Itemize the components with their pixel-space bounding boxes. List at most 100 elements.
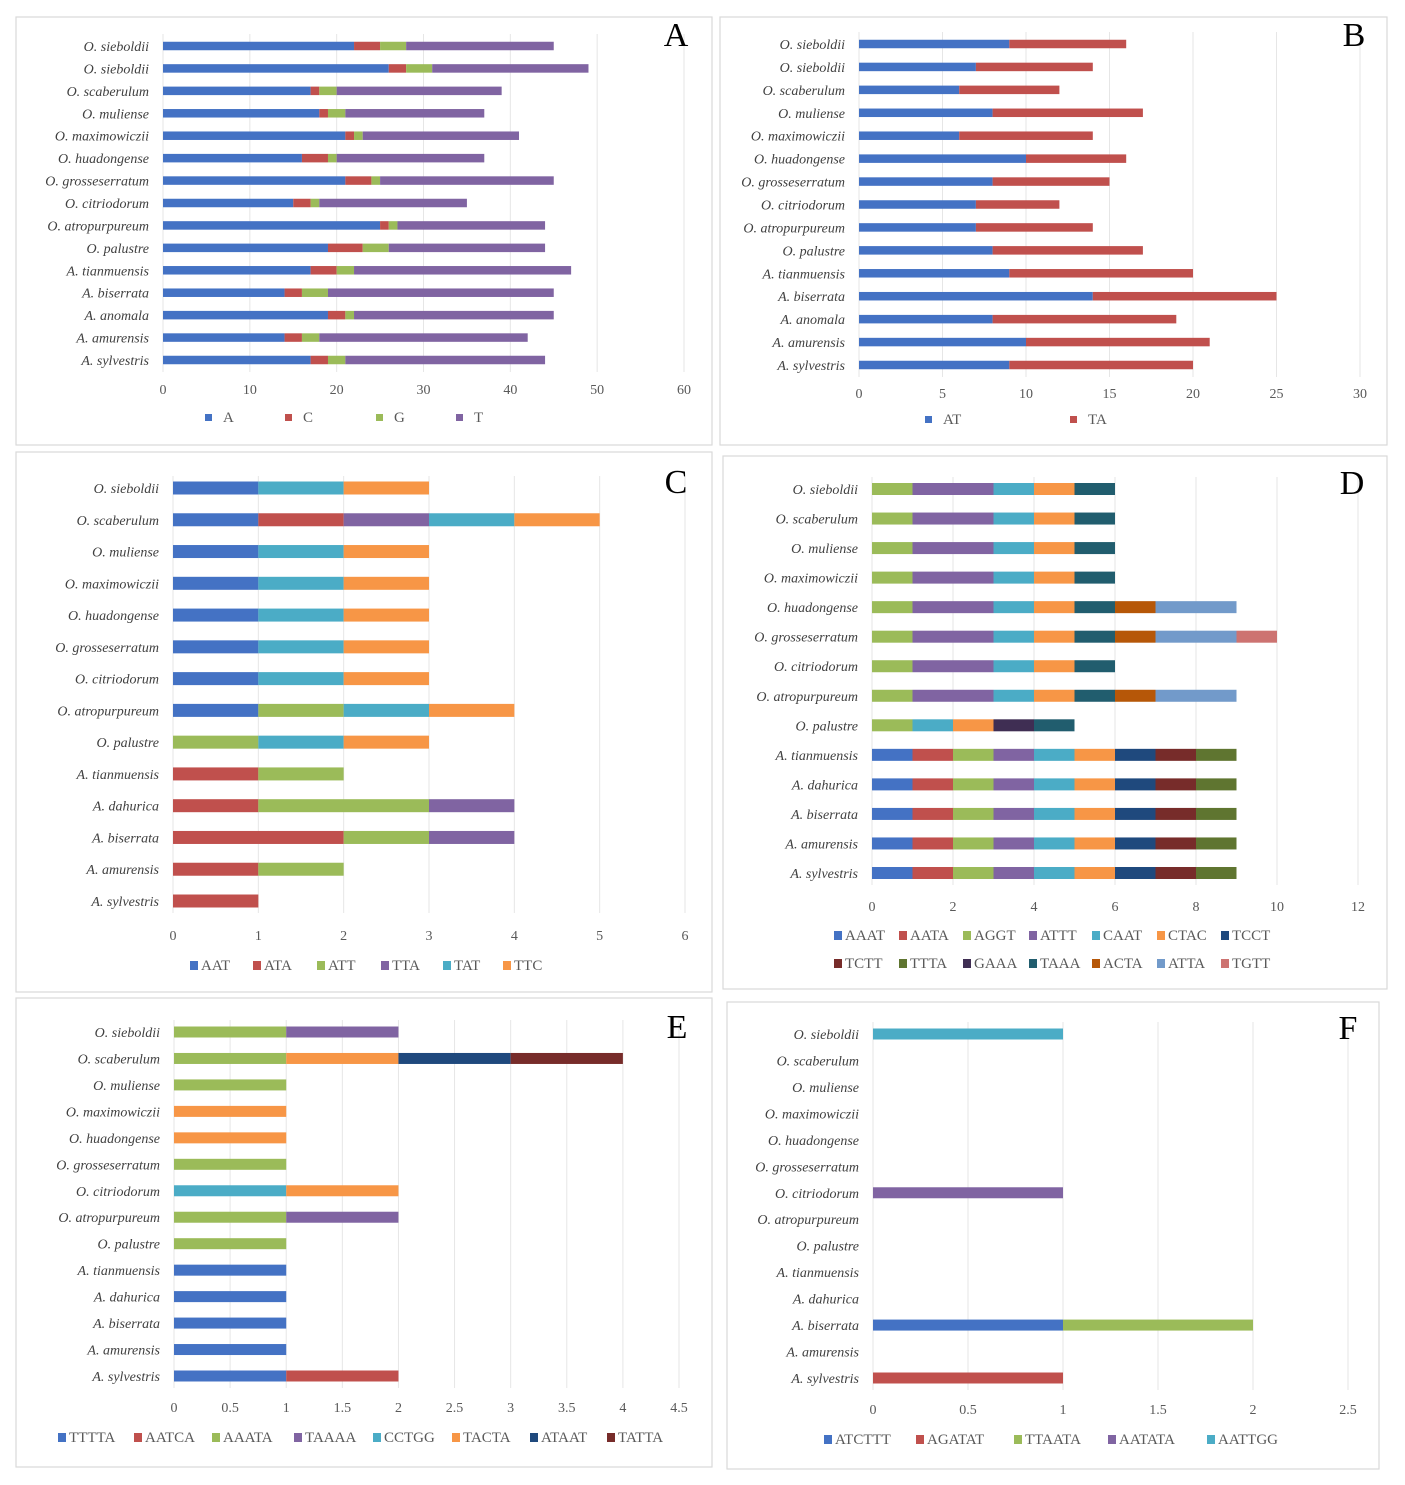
panel-b-category-label: O. maximowiczii [751, 130, 845, 145]
panel-d-bar-attt [912, 483, 994, 495]
panel-d-bar-caat [993, 542, 1034, 555]
panel-d-bar-aaat [872, 867, 913, 879]
panel-d-bar-taaa [1074, 571, 1115, 584]
panel-c-bar-tat [258, 672, 344, 686]
panel-e-legend-swatch-tttta [58, 1433, 66, 1442]
panel-d-bar-caat [912, 719, 953, 732]
panel-d-bar-taaa [1074, 483, 1115, 495]
panel-d-bar-tctt [1155, 748, 1196, 761]
panel-c-bar-tat [258, 608, 344, 622]
panel-e-bar-aaata [174, 1079, 287, 1091]
panel-d-bar-caat [993, 512, 1034, 525]
panel-c-bar-ata [173, 799, 259, 813]
panel-d-bar-atta [1155, 689, 1237, 702]
panel-e-bar-cctgg [174, 1185, 287, 1197]
panel-d-bar-taaa [1074, 689, 1115, 702]
panel-d-bar-ctac [1034, 542, 1075, 555]
panel-e-category-label: O. huadongense [69, 1132, 160, 1147]
panel-d-bar-aata [912, 867, 953, 879]
panel-d-bar-ttta [1196, 867, 1237, 879]
panel-c-bar-aat [173, 576, 259, 590]
panel-a-category-label: A. tianmuensis [66, 264, 150, 279]
panel-e-bar-taaaa [286, 1026, 399, 1038]
panel-d-x-tick-label: 10 [1270, 900, 1284, 915]
panel-d-letter: D [1340, 465, 1365, 502]
panel-f-category-label: O. grosseserratum [755, 1160, 859, 1175]
panel-a-bar-t [327, 288, 554, 297]
panel-f-category-label: O. scaberulum [777, 1054, 859, 1069]
panel-b-x-tick-label: 20 [1186, 387, 1200, 402]
panel-c-category-label: O. atropurpureum [57, 704, 159, 719]
panel-f-category-label: O. muliense [792, 1081, 859, 1096]
panel-e-bar-tacta [286, 1185, 399, 1197]
panel-b-bar-ta [1009, 39, 1127, 49]
panel-d-bar-ctac [1074, 778, 1115, 791]
panel-c-bar-ttc [429, 703, 515, 717]
panel-a-bar-a [163, 153, 302, 163]
panel-a-bar-g [406, 64, 433, 73]
panel-c-legend-label-aat: AAT [201, 958, 230, 974]
panel-f-category-label: A. biserrata [791, 1319, 859, 1334]
panel-d-bar-ctac [1074, 867, 1115, 879]
panel-d-bar-ctac [1074, 837, 1115, 850]
panel-c-category-label: O. palustre [97, 736, 159, 751]
panel-b: 0 5 10 15 20 25 30 O. sieboldii O. sieboldii O. s… [719, 16, 1388, 446]
panel-d-legend-label-atta: ATTA [1168, 956, 1205, 972]
panel-d-x-tick-label: 0 [869, 900, 876, 915]
panel-c-bar-ttc [343, 640, 429, 654]
panel-c-category-label: A. amurensis [85, 863, 159, 878]
panel-a-bar-a [163, 176, 346, 185]
panel-a-bar-g [327, 153, 337, 163]
panel-c-bar-tat [258, 576, 344, 590]
panel-c-category-label: A. sylvestris [90, 895, 159, 910]
panel-b-category-label: O. sieboldii [780, 61, 845, 76]
panel-b-bar-ta [992, 314, 1177, 324]
panel-e-x-tick-label: 0 [171, 1401, 178, 1416]
panel-e-bar-tatta [510, 1052, 623, 1064]
panel-d-bar-attt [912, 571, 994, 584]
panel-b-bar-at [859, 85, 960, 95]
panel-b-bar-at [859, 291, 1093, 301]
panel-b-bar-ta [1026, 337, 1210, 347]
panel-d-category-label: O. sieboldii [793, 483, 858, 498]
panel-a-category-label: O. sieboldii [84, 62, 149, 77]
panel-a-x-tick-label: 0 [160, 383, 167, 398]
panel-b-category-label: A. anomala [779, 313, 845, 328]
panel-b-category-label: A. tianmuensis [762, 267, 846, 282]
panel-b-legend-label-ta: TA [1088, 412, 1107, 428]
panel-a-bar-t [336, 153, 485, 163]
panel-d-bar-atta [1155, 601, 1237, 614]
panel-f-legend-label-aatata: AATATA [1119, 1432, 1175, 1448]
panel-a-bar-t [319, 333, 528, 342]
panel-b-letter: B [1343, 17, 1366, 54]
panel-a-bar-c [327, 310, 346, 320]
panel-c-x-tick-label: 3 [426, 929, 433, 944]
panel-f-category-label: A. tianmuensis [776, 1266, 860, 1281]
panel-e-legend-label-cctgg: CCTGG [384, 1430, 435, 1446]
panel-b-x-tick-label: 0 [856, 387, 863, 402]
panel-e-bar-tttta [174, 1370, 287, 1382]
panel-c-category-label: O. maximowiczii [65, 577, 159, 592]
panel-b-bar-at [859, 360, 1010, 370]
panel-f: 0 0.5 1 1.5 2 2.5 O. sieboldii O. scaberulum O. … [726, 1001, 1380, 1470]
panel-a-category-label: A. sylvestris [80, 354, 149, 369]
panel-f-x-tick-label: 0.5 [959, 1403, 977, 1418]
panel-d-legend-label-caat: CAAT [1103, 928, 1142, 944]
panel-c-bar-tat [258, 481, 344, 495]
panel-d-bar-taaa [1074, 542, 1115, 555]
panel-d-bar-ctac [1034, 483, 1075, 495]
panel-c-bar-tta [429, 830, 515, 844]
panel-c-bar-tat [343, 703, 429, 717]
panel-d-category-label: O. huadongense [767, 601, 858, 616]
panel-c-bar-att [258, 862, 344, 876]
panel-a-bar-t [336, 86, 502, 96]
panel-a-bar-g [327, 355, 346, 365]
panel-e-bar-aatca [286, 1370, 399, 1382]
panel-a-category-label: O. citriodorum [65, 197, 149, 212]
panel-d-bar-tctt [1155, 807, 1196, 820]
panel-a-category-label: O. palustre [87, 242, 149, 257]
panel-e-bar-taaaa [286, 1211, 399, 1223]
panel-c-bar-att [173, 735, 259, 749]
panel-e-x-tick-label: 3 [507, 1401, 514, 1416]
panel-c-category-label: O. grosseserratum [55, 641, 159, 656]
